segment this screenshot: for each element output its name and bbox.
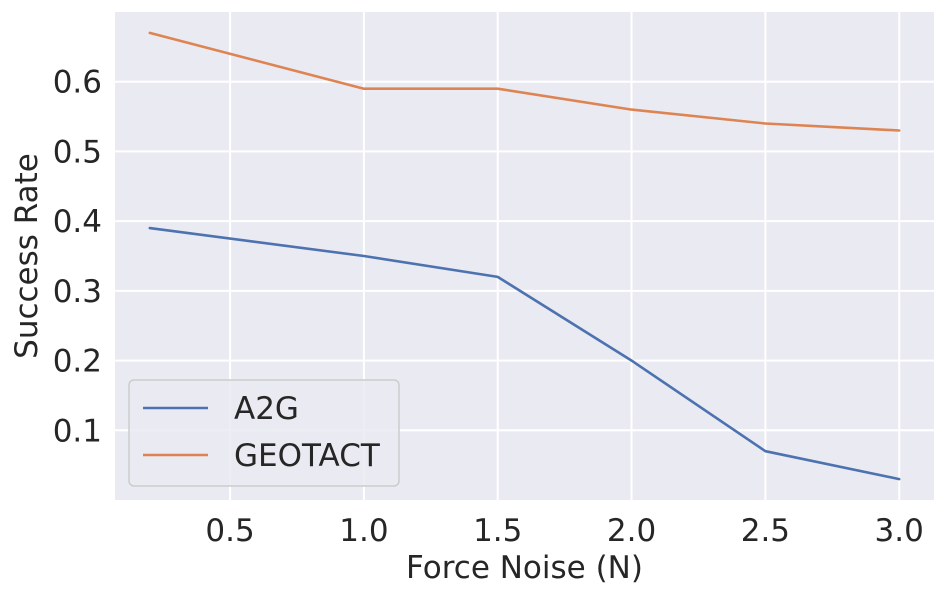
x-axis-ticks: 0.5 1.0 1.5 2.0 2.5 3.0 bbox=[205, 513, 923, 549]
legend-label: GEOTACT bbox=[234, 438, 381, 474]
x-tick-label: 2.0 bbox=[607, 513, 656, 549]
legend-label: A2G bbox=[234, 391, 299, 427]
y-axis-ticks: 0.1 0.2 0.3 0.4 0.5 0.6 bbox=[53, 65, 102, 450]
x-tick-label: 0.5 bbox=[205, 513, 254, 549]
y-axis-label: Success Rate bbox=[9, 153, 45, 359]
grid-lines bbox=[115, 12, 934, 500]
legend-box bbox=[128, 379, 400, 487]
series-line-geotact bbox=[148, 31, 901, 132]
x-tick-label: 3.0 bbox=[875, 513, 924, 549]
x-tick-label: 1.5 bbox=[473, 513, 522, 549]
legend: A2G GEOTACT bbox=[128, 379, 400, 487]
y-tick-label: 0.1 bbox=[53, 413, 102, 449]
series-lines bbox=[148, 31, 901, 481]
y-tick-label: 0.6 bbox=[53, 65, 102, 101]
x-tick-label: 2.5 bbox=[741, 513, 790, 549]
y-tick-label: 0.2 bbox=[53, 344, 102, 380]
y-tick-label: 0.3 bbox=[53, 274, 102, 310]
series-line-a2g bbox=[148, 226, 901, 481]
y-tick-label: 0.5 bbox=[53, 134, 102, 170]
x-tick-label: 1.0 bbox=[339, 513, 388, 549]
x-axis-label: Force Noise (N) bbox=[406, 550, 643, 586]
y-tick-label: 0.4 bbox=[53, 204, 102, 240]
